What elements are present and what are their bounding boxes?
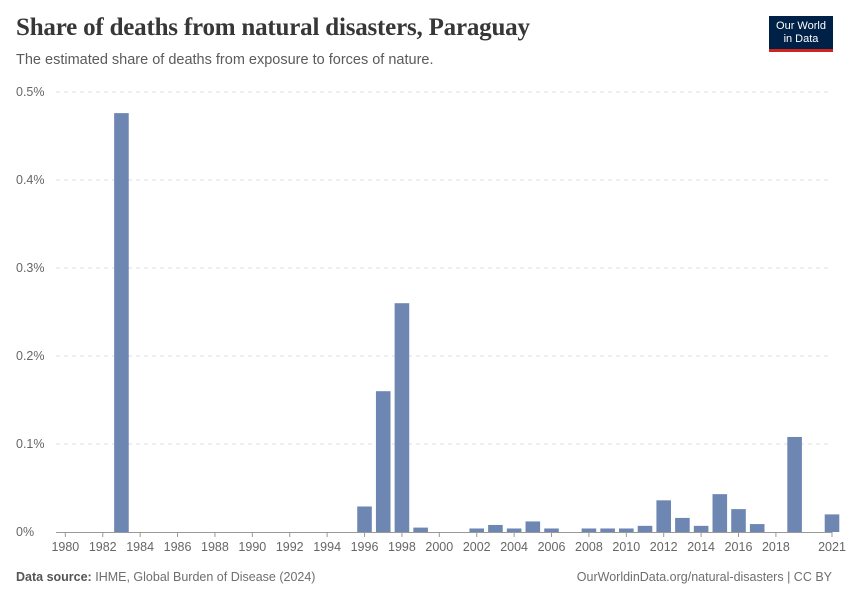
y-tick-label: 0.2% [16,349,45,363]
data-source-text[interactable]: IHME, Global Burden of Disease (2024) [95,570,316,584]
y-tick-label: 0.4% [16,173,45,187]
bar[interactable] [619,528,634,532]
bar[interactable] [712,494,728,532]
bar[interactable] [637,525,653,532]
logo-line-1: Our World [776,20,826,32]
x-tick-label: 2006 [538,540,566,554]
data-source-label: Data source: [16,570,92,584]
bar[interactable] [749,524,765,532]
logo-line-2: in Data [783,33,819,45]
bar[interactable] [375,391,391,532]
x-tick-label: 1980 [51,540,79,554]
bar[interactable] [544,528,559,532]
y-tick-label: 0% [16,525,34,539]
x-tick-label: 1992 [276,540,304,554]
x-tick-label: 2016 [725,540,753,554]
source-link[interactable]: OurWorldinData.org/natural-disasters | C… [576,570,832,584]
bar[interactable] [824,514,840,532]
x-tick-label: 1998 [388,540,416,554]
bar[interactable] [693,525,709,532]
x-tick-label: 2000 [425,540,453,554]
bar[interactable] [675,517,690,532]
chart-subtitle: The estimated share of deaths from expos… [16,52,434,68]
x-tick-label: 1990 [238,540,266,554]
bar[interactable] [525,521,541,532]
x-tick-label: 1986 [164,540,192,554]
x-tick-label: 2008 [575,540,603,554]
x-tick-label: 1994 [313,540,341,554]
x-tick-label: 2014 [687,540,715,554]
bar[interactable] [114,113,129,533]
chart-title: Share of deaths from natural disasters, … [16,14,530,41]
x-tick-label: 1982 [89,540,117,554]
x-tick-label: 1996 [351,540,379,554]
x-tick-label: 2010 [612,540,640,554]
bar[interactable] [488,524,503,532]
bar[interactable] [413,527,428,532]
y-tick-label: 0.5% [16,85,45,99]
x-tick-label: 2012 [650,540,678,554]
x-tick-label: 1988 [201,540,229,554]
bar[interactable] [357,506,372,532]
y-tick-label: 0.1% [16,437,45,451]
bar[interactable] [581,528,597,532]
bar[interactable] [506,528,522,532]
bar[interactable] [731,509,746,532]
bar[interactable] [600,528,615,532]
bar[interactable] [394,303,410,532]
owid-logo[interactable]: Our World in Data [769,16,833,52]
bar[interactable] [787,436,802,532]
x-tick-label: 2021 [818,540,846,554]
data-source: Data source: IHME, Global Burden of Dise… [16,570,315,584]
bar[interactable] [656,500,672,532]
x-tick-label: 1984 [126,540,154,554]
x-tick-label: 2004 [500,540,528,554]
bar[interactable] [469,528,485,532]
x-tick-label: 2018 [762,540,790,554]
y-tick-label: 0.3% [16,261,45,275]
x-tick-label: 2002 [463,540,491,554]
